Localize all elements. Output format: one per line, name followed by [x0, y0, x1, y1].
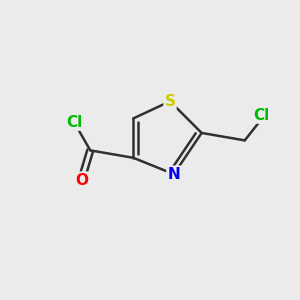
Text: N: N	[167, 167, 180, 182]
Text: O: O	[75, 172, 88, 188]
Text: S: S	[164, 94, 175, 109]
Text: Cl: Cl	[66, 115, 82, 130]
Text: Cl: Cl	[253, 108, 269, 123]
